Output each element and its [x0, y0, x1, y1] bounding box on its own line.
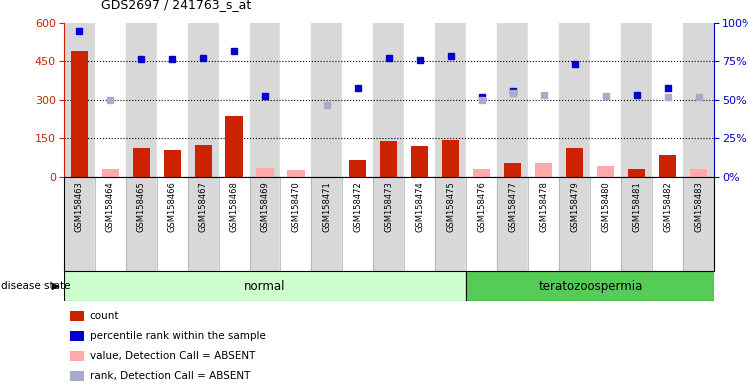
Text: GSM158474: GSM158474: [415, 181, 424, 232]
Text: rank, Detection Call = ABSENT: rank, Detection Call = ABSENT: [90, 371, 250, 381]
Text: disease state: disease state: [1, 281, 70, 291]
Bar: [280, 177, 311, 271]
Bar: [64, 23, 94, 177]
Bar: [218, 177, 250, 271]
Bar: [560, 177, 590, 271]
Text: GSM158477: GSM158477: [509, 181, 518, 232]
Bar: [349, 160, 367, 177]
Bar: [188, 23, 218, 177]
Bar: [497, 177, 528, 271]
Text: GSM158480: GSM158480: [601, 181, 610, 232]
Bar: [628, 169, 646, 177]
Bar: [287, 170, 304, 177]
Bar: [528, 177, 560, 271]
Bar: [70, 311, 85, 321]
Bar: [225, 116, 242, 177]
Bar: [684, 177, 714, 271]
Bar: [343, 23, 373, 177]
Bar: [467, 23, 497, 177]
Bar: [257, 169, 274, 177]
Text: percentile rank within the sample: percentile rank within the sample: [90, 331, 266, 341]
Text: GSM158466: GSM158466: [168, 181, 177, 232]
Bar: [536, 162, 553, 177]
Bar: [405, 23, 435, 177]
Bar: [164, 150, 180, 177]
Bar: [70, 51, 88, 177]
Text: GSM158470: GSM158470: [292, 181, 301, 232]
Bar: [94, 177, 126, 271]
Bar: [70, 351, 85, 361]
Bar: [590, 177, 622, 271]
Bar: [467, 271, 714, 301]
Bar: [598, 166, 614, 177]
Bar: [528, 23, 560, 177]
Text: GSM158469: GSM158469: [260, 181, 269, 232]
Bar: [652, 23, 684, 177]
Text: GSM158479: GSM158479: [571, 181, 580, 232]
Bar: [94, 23, 126, 177]
Bar: [70, 331, 85, 341]
Bar: [280, 23, 311, 177]
Bar: [690, 169, 708, 177]
Bar: [311, 177, 343, 271]
Text: count: count: [90, 311, 119, 321]
Bar: [622, 177, 652, 271]
Bar: [126, 23, 156, 177]
Text: GSM158481: GSM158481: [632, 181, 641, 232]
Bar: [622, 23, 652, 177]
Text: GDS2697 / 241763_s_at: GDS2697 / 241763_s_at: [101, 0, 251, 12]
Bar: [64, 271, 467, 301]
Bar: [411, 146, 429, 177]
Text: GSM158471: GSM158471: [322, 181, 331, 232]
Bar: [435, 23, 467, 177]
Bar: [250, 23, 280, 177]
Text: value, Detection Call = ABSENT: value, Detection Call = ABSENT: [90, 351, 255, 361]
Text: GSM158464: GSM158464: [105, 181, 114, 232]
Bar: [652, 177, 684, 271]
Bar: [442, 139, 459, 177]
Text: teratozoospermia: teratozoospermia: [539, 280, 643, 293]
Bar: [381, 141, 397, 177]
Text: GSM158463: GSM158463: [75, 181, 84, 232]
Bar: [373, 23, 405, 177]
Bar: [218, 23, 250, 177]
Bar: [132, 149, 150, 177]
Bar: [560, 23, 590, 177]
Bar: [257, 168, 274, 177]
Text: GSM158467: GSM158467: [198, 181, 207, 232]
Bar: [435, 177, 467, 271]
Text: GSM158483: GSM158483: [694, 181, 703, 232]
Text: GSM158482: GSM158482: [663, 181, 672, 232]
Bar: [590, 23, 622, 177]
Bar: [373, 177, 405, 271]
Bar: [250, 177, 280, 271]
Bar: [684, 23, 714, 177]
Text: GSM158475: GSM158475: [447, 181, 456, 232]
Bar: [102, 169, 119, 177]
Text: normal: normal: [245, 280, 286, 293]
Text: GSM158465: GSM158465: [137, 181, 146, 232]
Bar: [343, 177, 373, 271]
Text: GSM158473: GSM158473: [384, 181, 393, 232]
Bar: [156, 177, 188, 271]
Bar: [126, 177, 156, 271]
Bar: [194, 145, 212, 177]
Text: GSM158476: GSM158476: [477, 181, 486, 232]
Text: ▶: ▶: [52, 281, 60, 291]
Bar: [64, 177, 94, 271]
Bar: [156, 23, 188, 177]
Text: GSM158468: GSM158468: [230, 181, 239, 232]
Text: GSM158478: GSM158478: [539, 181, 548, 232]
Bar: [70, 371, 85, 381]
Bar: [473, 169, 491, 177]
Text: GSM158472: GSM158472: [354, 181, 363, 232]
Bar: [497, 23, 528, 177]
Bar: [566, 149, 583, 177]
Bar: [467, 177, 497, 271]
Bar: [311, 23, 343, 177]
Bar: [405, 177, 435, 271]
Bar: [659, 155, 676, 177]
Bar: [188, 177, 218, 271]
Bar: [504, 162, 521, 177]
